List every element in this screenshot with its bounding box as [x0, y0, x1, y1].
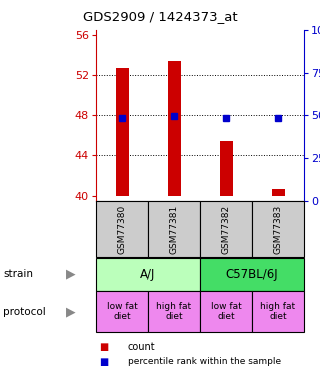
Bar — [200, 201, 252, 257]
Bar — [96, 258, 200, 291]
Text: protocol: protocol — [3, 307, 46, 316]
Text: high fat
diet: high fat diet — [260, 302, 296, 321]
Bar — [148, 291, 200, 332]
Bar — [148, 201, 200, 257]
Text: ▶: ▶ — [66, 268, 75, 280]
Bar — [200, 291, 252, 332]
Text: low fat
diet: low fat diet — [107, 302, 137, 321]
Text: GDS2909 / 1424373_at: GDS2909 / 1424373_at — [83, 10, 237, 23]
Bar — [96, 201, 148, 257]
Bar — [96, 291, 148, 332]
Bar — [220, 141, 233, 196]
Text: ▶: ▶ — [66, 305, 75, 318]
Text: GSM77383: GSM77383 — [274, 204, 283, 254]
Text: strain: strain — [3, 269, 33, 279]
Bar — [200, 258, 304, 291]
Text: percentile rank within the sample: percentile rank within the sample — [128, 357, 281, 366]
Text: GSM77381: GSM77381 — [170, 204, 179, 254]
Text: ■: ■ — [99, 357, 108, 367]
Text: ■: ■ — [99, 342, 108, 352]
Bar — [116, 68, 129, 196]
Text: GSM77380: GSM77380 — [117, 204, 126, 254]
Bar — [167, 61, 180, 196]
Text: A/J: A/J — [140, 268, 156, 280]
Text: low fat
diet: low fat diet — [211, 302, 241, 321]
Bar — [252, 201, 304, 257]
Text: count: count — [128, 342, 156, 352]
Bar — [271, 189, 284, 196]
Bar — [252, 291, 304, 332]
Text: C57BL/6J: C57BL/6J — [226, 268, 278, 280]
Text: GSM77382: GSM77382 — [221, 205, 230, 254]
Text: high fat
diet: high fat diet — [156, 302, 192, 321]
